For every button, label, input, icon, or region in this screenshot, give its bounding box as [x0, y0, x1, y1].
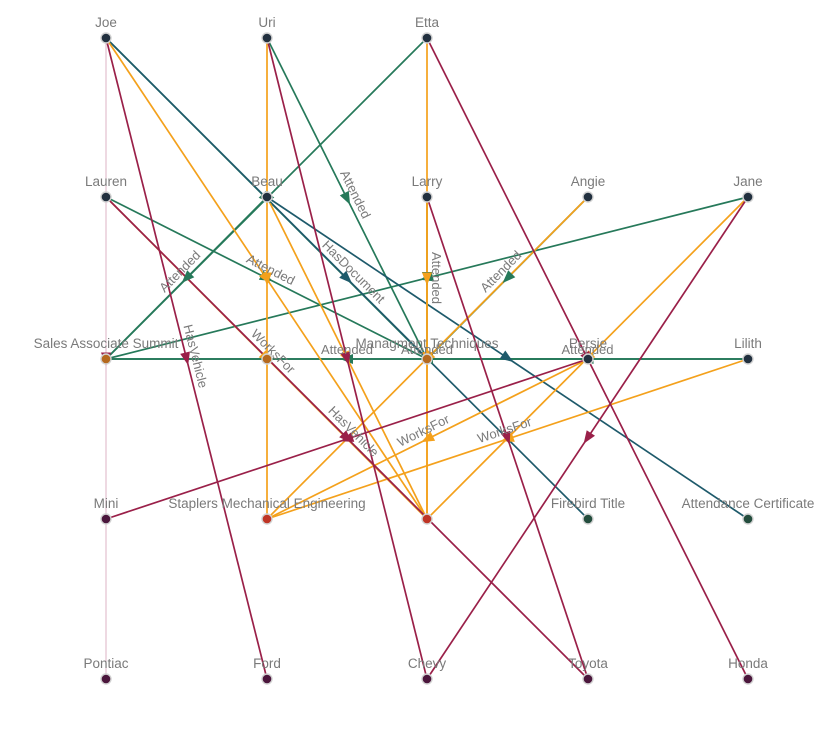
node-label-beau: Beau	[251, 174, 283, 189]
node-label-larry: Larry	[412, 174, 443, 189]
nodes-layer	[100, 32, 754, 685]
edge-arrow-etta-company2	[422, 272, 432, 286]
node-managment_techniques[interactable]	[421, 353, 433, 365]
node-joe[interactable]	[100, 32, 112, 44]
node-label-joe: Joe	[95, 15, 117, 30]
node-sales_associate_summit[interactable]	[100, 353, 112, 365]
node-label-uri: Uri	[258, 15, 275, 30]
node-chevy[interactable]	[421, 673, 433, 685]
node-ford[interactable]	[261, 673, 273, 685]
node-label-etta: Etta	[415, 15, 440, 30]
edge-arrows-layer	[101, 190, 596, 445]
edge-arrow-joe-ford	[180, 351, 190, 366]
node-label-attendance_certificate: Attendance Certificate	[682, 496, 815, 511]
edge-arrow-uri-managment_techniques	[339, 190, 351, 205]
node-lilith[interactable]	[742, 353, 754, 365]
node-label-honda: Honda	[728, 656, 768, 671]
node-labels-layer: Joe Uri Etta Lauren Beau Larry Angie Jane Sales …	[34, 15, 815, 671]
node-firebird_title[interactable]	[582, 513, 594, 525]
node-label-pontiac: Pontiac	[83, 656, 128, 671]
node-etta[interactable]	[421, 32, 433, 44]
node-label-persie: Persie	[569, 336, 607, 351]
node-label-company1: Staplers Mechanical Engineering	[168, 496, 365, 511]
node-honda[interactable]	[742, 673, 754, 685]
node-label-ford: Ford	[253, 656, 281, 671]
edge-arrow-beau-attendance_certificate	[499, 350, 514, 362]
node-label-chevy: Chevy	[408, 656, 447, 671]
node-jane[interactable]	[742, 191, 754, 203]
node-label-jane: Jane	[733, 174, 762, 189]
node-persie[interactable]	[582, 353, 594, 365]
node-label-lauren: Lauren	[85, 174, 127, 189]
edge-label-lilith-sales_associate_summit: Attended	[401, 342, 453, 357]
node-label-firebird_title: Firebird Title	[551, 496, 625, 511]
node-angie[interactable]	[582, 191, 594, 203]
edge-arrow-beau-sales_associate_summit	[181, 270, 195, 283]
node-label-mini: Mini	[94, 496, 119, 511]
node-toyota[interactable]	[582, 673, 594, 685]
edge-arrow-angie-managment_techniques	[502, 270, 516, 283]
edge-arrow-uri-chevy	[340, 351, 351, 366]
node-uri[interactable]	[261, 32, 273, 44]
edge-label-angie-managment_techniques: Attended	[477, 248, 524, 296]
edge-labels-layer: Attended Attended Attended Attended Attended…	[156, 168, 613, 460]
edge-arrow-joe-firebird_title	[339, 270, 352, 284]
node-mini[interactable]	[100, 513, 112, 525]
edge-label-lilith-managment_techniques: Attended	[561, 342, 613, 357]
edge-label-larry-managment_techniques: Attended	[429, 252, 444, 304]
node-label-sales_associate_summit: Sales Associate Summit	[34, 336, 179, 351]
edge-arrow-persie-company1	[421, 431, 436, 443]
node-label-angie: Angie	[571, 174, 606, 189]
edge-label-lauren-managment_techniques: Attended	[244, 251, 297, 288]
edge-label-persie-sales_associate_summit: Attended	[321, 342, 373, 357]
node-lauren[interactable]	[100, 191, 112, 203]
edge-arrow-larry-toyota	[500, 430, 511, 445]
node-label-managment_techniques: Managment Techniques	[355, 336, 498, 351]
edge-label-lauren-company2: WorksFor	[248, 326, 299, 377]
node-company2[interactable]	[421, 513, 433, 525]
node-larry[interactable]	[421, 191, 433, 203]
edge-arrow-persie-mini	[340, 432, 355, 442]
node-label-lilith: Lilith	[734, 336, 762, 351]
node-attendance_certificate[interactable]	[742, 513, 754, 525]
node-event2[interactable]	[261, 353, 273, 365]
edge-arrow-jane-chevy	[583, 430, 595, 444]
node-label-toyota: Toyota	[568, 656, 608, 671]
node-pontiac[interactable]	[100, 673, 112, 685]
edge-arrow-uri-company1	[262, 272, 272, 286]
node-company1[interactable]	[261, 513, 273, 525]
node-beau[interactable]	[261, 191, 273, 203]
